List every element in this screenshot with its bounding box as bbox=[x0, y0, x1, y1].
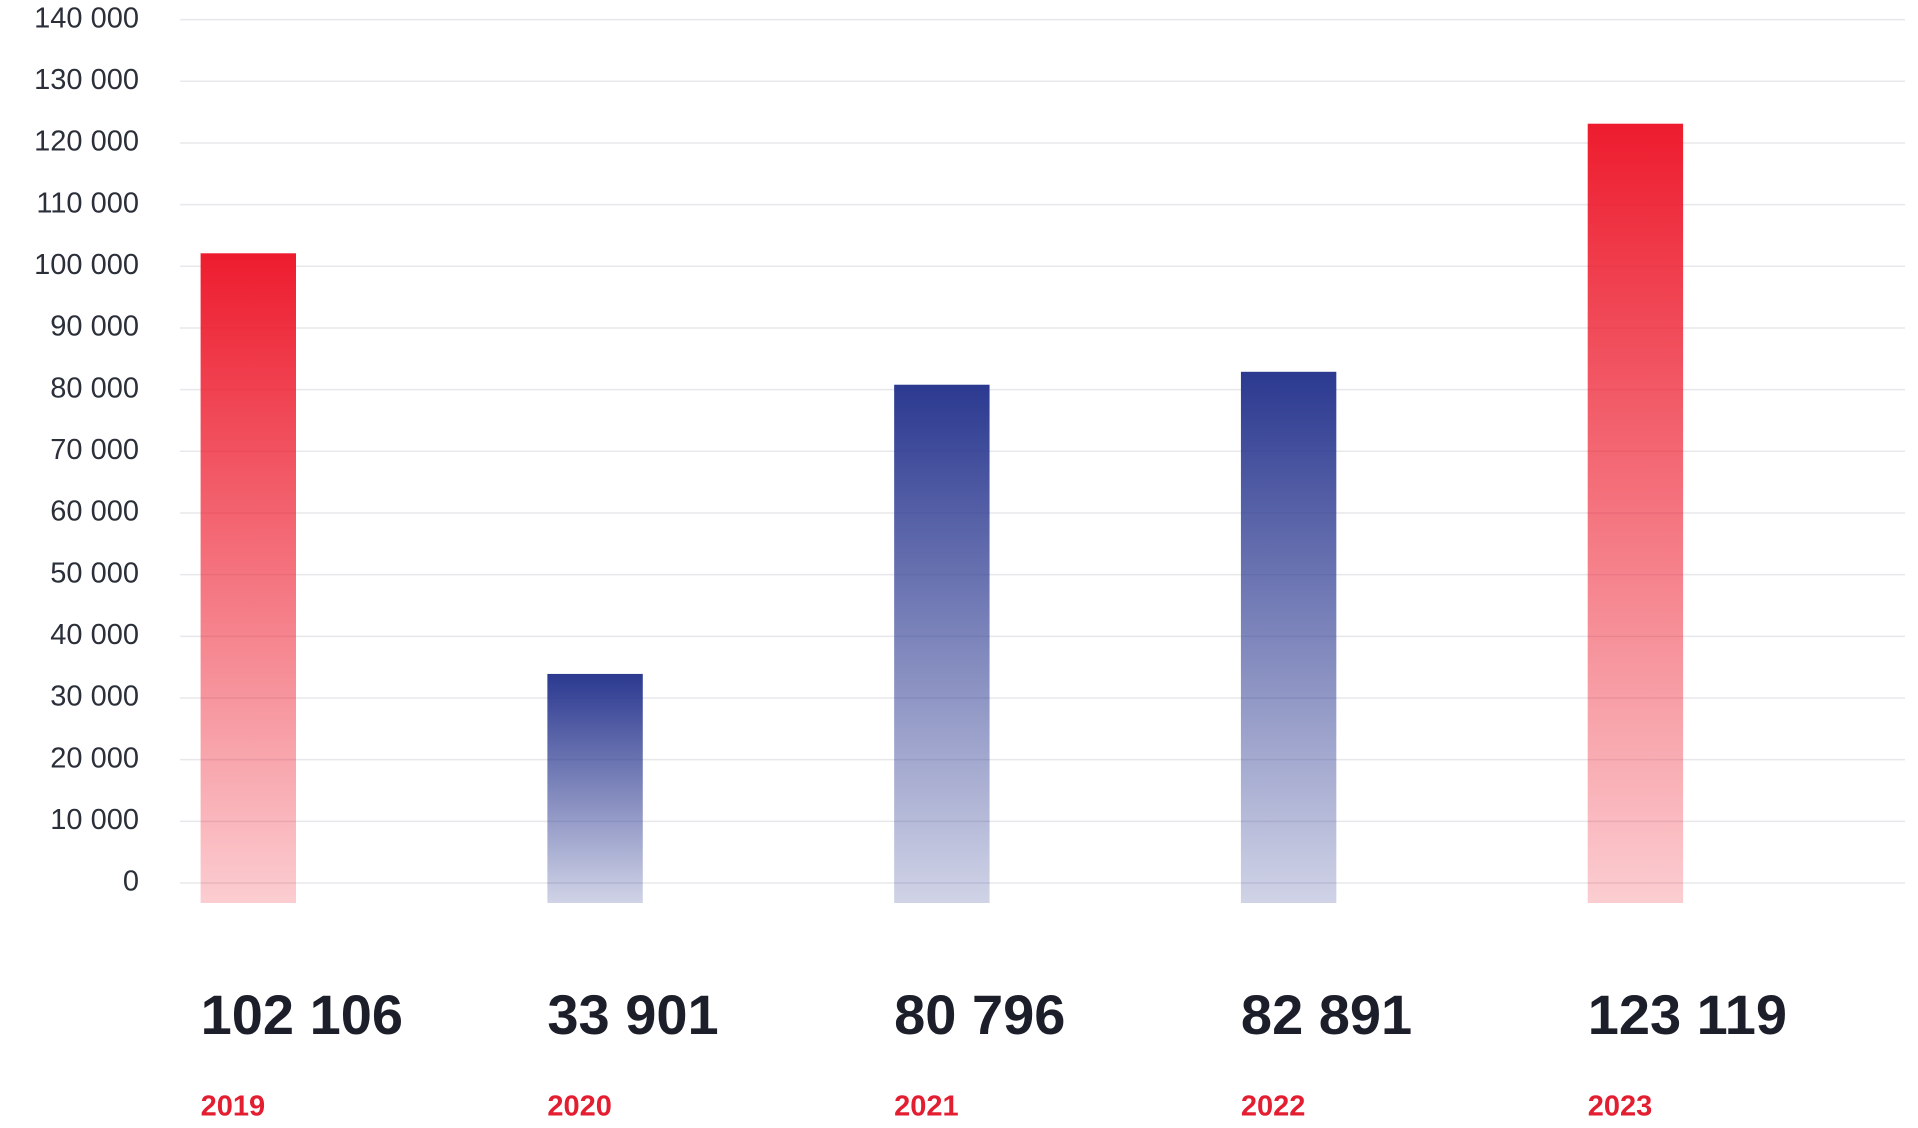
value-label: 102 106 bbox=[201, 983, 403, 1046]
y-tick-label: 140 000 bbox=[34, 2, 139, 34]
y-tick-label: 40 000 bbox=[50, 619, 139, 651]
y-tick-label: 10 000 bbox=[50, 804, 139, 836]
y-tick-label: 110 000 bbox=[36, 187, 139, 219]
y-tick-label: 100 000 bbox=[34, 249, 139, 281]
value-label: 80 796 bbox=[894, 983, 1065, 1046]
y-tick-label: 90 000 bbox=[50, 311, 139, 343]
y-tick-label: 0 bbox=[123, 866, 139, 898]
y-tick-label: 20 000 bbox=[50, 742, 139, 774]
value-label: 82 891 bbox=[1241, 983, 1412, 1046]
x-tick-label: 2020 bbox=[547, 1091, 612, 1123]
bar bbox=[1240, 371, 1337, 904]
value-label: 123 119 bbox=[1588, 983, 1787, 1046]
y-tick-label: 60 000 bbox=[50, 496, 139, 528]
bar bbox=[894, 384, 990, 904]
x-tick-label: 2019 bbox=[201, 1091, 266, 1123]
x-tick-label: 2022 bbox=[1241, 1091, 1306, 1123]
x-tick-label: 2021 bbox=[894, 1091, 959, 1123]
y-tick-label: 80 000 bbox=[50, 372, 139, 404]
bar bbox=[200, 253, 296, 903]
y-tick-label: 130 000 bbox=[34, 64, 139, 96]
value-label: 33 901 bbox=[547, 983, 718, 1046]
y-tick-label: 120 000 bbox=[34, 126, 139, 158]
y-tick-label: 30 000 bbox=[50, 681, 139, 713]
x-tick-label: 2023 bbox=[1588, 1091, 1653, 1123]
y-tick-label: 70 000 bbox=[50, 434, 139, 466]
bar bbox=[547, 673, 643, 903]
bar bbox=[1587, 123, 1684, 904]
y-tick-label: 50 000 bbox=[50, 557, 139, 589]
